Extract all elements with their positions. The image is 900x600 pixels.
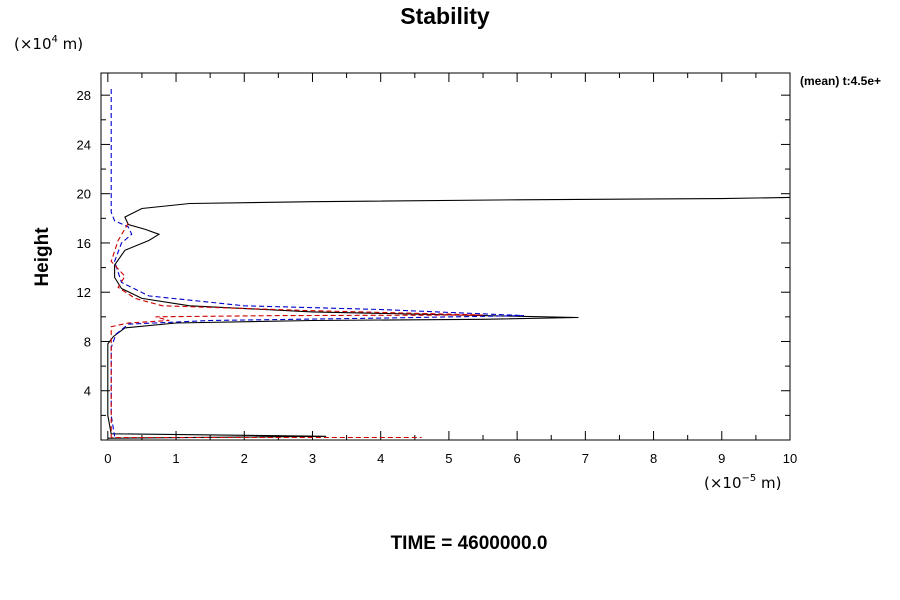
x-tick-label: 0	[104, 451, 111, 466]
series-line-1	[107, 196, 791, 439]
y-unit-prefix: (×10	[14, 35, 52, 53]
x-tick-labels: 0 1 2 3 4 5 6 7 8 9 10	[104, 451, 797, 466]
y-unit-suffix: m)	[58, 35, 83, 53]
x-tick-label: 4	[377, 451, 384, 466]
x-tick-label: 1	[172, 451, 179, 466]
chart-title: Stability	[400, 3, 490, 29]
y-axis-unit: (×104 m)	[14, 34, 83, 53]
x-tick-label: 7	[582, 451, 589, 466]
y-tick-label: 24	[77, 137, 91, 152]
plot-frame	[100, 72, 791, 441]
series-line-3	[110, 222, 484, 439]
series-line-2	[110, 89, 525, 437]
x-unit-exponent: −5	[742, 473, 757, 484]
y-tick-label: 4	[84, 384, 91, 399]
series-lines	[107, 89, 791, 439]
y-tick-label: 8	[84, 334, 91, 349]
y-tick-labels: 4 8 12 16 20 24 28	[77, 88, 91, 399]
x-unit-prefix: (×10	[704, 474, 742, 492]
y-axis-title: Height	[32, 227, 53, 287]
x-tick-label: 2	[241, 451, 248, 466]
y-unit-exponent: 4	[52, 34, 58, 45]
x-tick-label: 3	[309, 451, 316, 466]
x-tick-label: 9	[718, 451, 725, 466]
y-tick-label: 12	[77, 285, 91, 300]
x-tick-label: 6	[514, 451, 521, 466]
x-tick-label: 5	[445, 451, 452, 466]
x-unit-suffix: m)	[756, 474, 781, 492]
y-tick-label: 20	[77, 187, 91, 202]
x-axis-unit: (×10−5 m)	[704, 473, 782, 492]
x-tick-label: 10	[783, 451, 797, 466]
axis-ticks	[101, 73, 791, 440]
y-tick-label: 16	[77, 236, 91, 251]
mean-annotation: (mean) t:4.5e+	[800, 74, 881, 88]
x-tick-label: 8	[650, 451, 657, 466]
y-tick-label: 28	[77, 88, 91, 103]
time-footer: TIME = 4600000.0	[391, 533, 548, 554]
